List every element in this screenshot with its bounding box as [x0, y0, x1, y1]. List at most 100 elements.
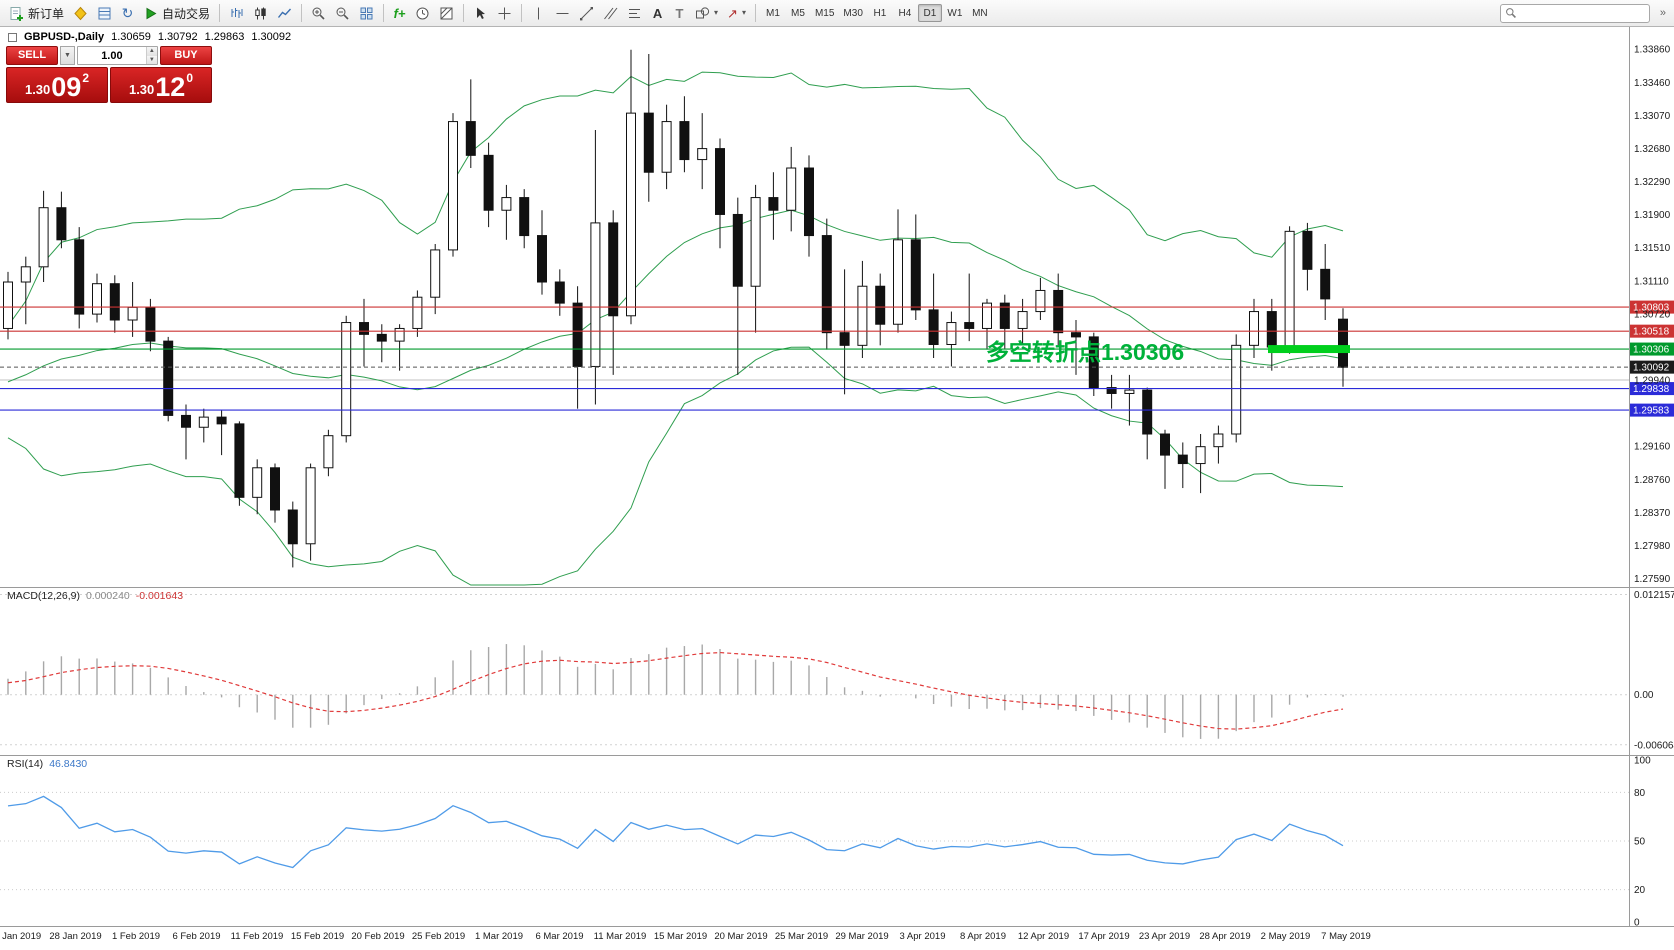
trade-options-dropdown[interactable]: ▼: [60, 46, 75, 65]
auto-trading-play-icon: [146, 7, 157, 19]
timeframe-m30-button[interactable]: M30: [839, 4, 866, 22]
toolbar-separator: [754, 4, 756, 22]
svg-text:100: 100: [1634, 756, 1651, 767]
horizontal-line-button[interactable]: [551, 3, 574, 24]
indicators-button[interactable]: f+: [389, 3, 410, 24]
time-axis: 23 Jan 2019 28 Jan 2019 1 Feb 2019 6 Feb 20…: [0, 931, 1371, 942]
channel-button[interactable]: [599, 3, 622, 24]
ohlc-low: 1.29863: [204, 31, 245, 43]
buy-button[interactable]: BUY: [160, 46, 212, 65]
toolbar-separator: [383, 4, 385, 22]
line-chart-type-button[interactable]: [273, 3, 296, 24]
zoom-in-button[interactable]: [307, 3, 330, 24]
svg-text:1.32290: 1.32290: [1634, 177, 1671, 188]
macd-name: MACD(12,26,9): [7, 590, 80, 602]
svg-text:2 May 2019: 2 May 2019: [1261, 931, 1311, 942]
svg-text:20 Feb 2019: 20 Feb 2019: [351, 931, 404, 942]
arrows-button[interactable]: ↗ ▾: [723, 3, 750, 24]
svg-text:0: 0: [1634, 918, 1640, 929]
timeframe-d1-button[interactable]: D1: [917, 4, 942, 22]
svg-text:0.012157: 0.012157: [1634, 590, 1674, 601]
indicators-icon: f+: [393, 5, 406, 21]
tile-windows-icon: [359, 6, 374, 21]
sell-button[interactable]: SELL: [6, 46, 58, 65]
chevron-down-icon: ▾: [714, 8, 719, 17]
rsi-indicator-label: RSI(14) 46.8430: [7, 758, 87, 770]
horizontal-line-icon: [555, 6, 570, 21]
toolbar-separator: [521, 4, 523, 22]
volume-control: ▲ ▼: [77, 46, 158, 65]
volume-input[interactable]: [78, 47, 146, 64]
svg-text:80: 80: [1634, 788, 1646, 799]
timeframe-h1-button[interactable]: H1: [868, 4, 892, 22]
candlestick-type-button[interactable]: [249, 3, 272, 24]
text-button[interactable]: A: [647, 3, 668, 24]
svg-text:11 Mar 2019: 11 Mar 2019: [594, 931, 647, 942]
svg-text:8 Apr 2019: 8 Apr 2019: [960, 931, 1006, 942]
timeframe-m5-button[interactable]: M5: [786, 4, 810, 22]
zoom-out-button[interactable]: [331, 3, 354, 24]
svg-text:1.33460: 1.33460: [1634, 78, 1671, 89]
macd-panel: 0.012157 0.00 -0.006064: [0, 590, 1674, 751]
chevron-down-icon: ▾: [741, 8, 746, 17]
svg-text:29 Mar 2019: 29 Mar 2019: [835, 931, 888, 942]
clock-icon: [415, 6, 430, 21]
toolbar-overflow-button[interactable]: »: [1657, 7, 1669, 19]
highlight-zone: [1268, 345, 1350, 354]
volume-up-button[interactable]: ▲: [146, 47, 157, 56]
data-window-icon: [97, 6, 112, 21]
svg-text:1 Mar 2019: 1 Mar 2019: [475, 931, 523, 942]
auto-trading-button[interactable]: 自动交易: [139, 3, 214, 24]
label-button[interactable]: T: [669, 3, 690, 24]
shapes-button[interactable]: ▾: [691, 3, 722, 24]
text-icon: A: [652, 5, 663, 21]
timeframe-mn-button[interactable]: MN: [968, 4, 992, 22]
rsi-name: RSI(14): [7, 758, 44, 770]
candlestick-chart-icon: [253, 6, 268, 21]
timeframe-bar: M1 M5 M15 M30 H1 H4 D1 W1 MN: [761, 4, 992, 22]
svg-text:23 Apr 2019: 23 Apr 2019: [1139, 931, 1190, 942]
sell-price-base: 1.30: [24, 82, 51, 97]
ohlc-high: 1.30792: [157, 31, 198, 43]
shapes-icon: [695, 6, 710, 21]
crosshair-button[interactable]: [493, 3, 516, 24]
macd-signal-value: -0.001643: [135, 590, 184, 602]
toolbar-separator: [463, 4, 465, 22]
chart-icon: [8, 32, 17, 42]
svg-text:3 Apr 2019: 3 Apr 2019: [900, 931, 946, 942]
tile-windows-button[interactable]: [355, 3, 378, 24]
vertical-line-button[interactable]: [527, 3, 550, 24]
market-watch-button[interactable]: [69, 3, 92, 24]
macd-indicator-label: MACD(12,26,9) 0.000240 -0.001643: [7, 590, 183, 602]
crosshair-icon: [497, 6, 512, 21]
svg-text:1.28760: 1.28760: [1634, 475, 1671, 486]
cursor-button[interactable]: [469, 3, 492, 24]
fibonacci-icon: [627, 6, 642, 21]
buy-price-box[interactable]: 1.30 12 0: [110, 67, 212, 103]
trendline-button[interactable]: [575, 3, 598, 24]
navigator-button[interactable]: ↻: [117, 3, 138, 24]
svg-text:17 Apr 2019: 17 Apr 2019: [1078, 931, 1129, 942]
bar-chart-type-button[interactable]: [225, 3, 248, 24]
periods-button[interactable]: [411, 3, 434, 24]
search-input[interactable]: [1520, 6, 1645, 20]
zoom-in-icon: [311, 6, 326, 21]
timeframe-w1-button[interactable]: W1: [943, 4, 967, 22]
volume-down-button[interactable]: ▼: [146, 55, 157, 64]
timeframe-h4-button[interactable]: H4: [893, 4, 917, 22]
fibonacci-button[interactable]: [623, 3, 646, 24]
svg-text:1.30803: 1.30803: [1633, 303, 1670, 314]
timeframe-m15-button[interactable]: M15: [811, 4, 838, 22]
svg-text:15 Feb 2019: 15 Feb 2019: [291, 931, 344, 942]
new-order-button[interactable]: 新订单: [5, 3, 68, 24]
svg-text:1.29838: 1.29838: [1633, 384, 1670, 395]
data-window-button[interactable]: [93, 3, 116, 24]
rsi-panel: 100 80 50 20 0: [0, 756, 1651, 929]
template-icon: [439, 6, 454, 21]
toolbar-separator: [301, 4, 303, 22]
templates-button[interactable]: [435, 3, 458, 24]
sell-price-point: 2: [82, 71, 90, 85]
sell-price-box[interactable]: 1.30 09 2: [6, 67, 108, 103]
timeframe-m1-button[interactable]: M1: [761, 4, 785, 22]
